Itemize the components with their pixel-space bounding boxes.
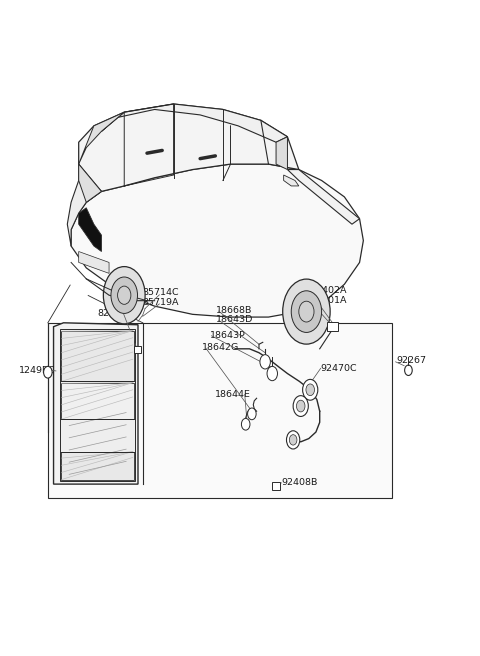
Text: 92470C: 92470C xyxy=(321,364,357,373)
Polygon shape xyxy=(284,175,299,186)
Polygon shape xyxy=(67,164,101,246)
Circle shape xyxy=(293,396,308,417)
Polygon shape xyxy=(288,169,360,224)
Circle shape xyxy=(44,367,52,378)
Text: 85719A: 85719A xyxy=(143,298,179,307)
Circle shape xyxy=(302,379,318,400)
Polygon shape xyxy=(54,323,138,484)
Circle shape xyxy=(289,435,297,445)
Polygon shape xyxy=(79,251,109,274)
Text: 18643P: 18643P xyxy=(210,331,245,340)
FancyBboxPatch shape xyxy=(327,322,338,331)
Circle shape xyxy=(248,408,256,420)
Text: 18668B: 18668B xyxy=(216,306,252,315)
FancyBboxPatch shape xyxy=(272,482,280,489)
Polygon shape xyxy=(60,382,134,419)
Text: 18644E: 18644E xyxy=(216,390,251,399)
Polygon shape xyxy=(79,208,101,251)
Text: 18642G: 18642G xyxy=(202,343,240,352)
Text: 18643D: 18643D xyxy=(216,315,253,324)
Circle shape xyxy=(297,400,305,412)
Text: 92401A: 92401A xyxy=(310,296,347,305)
FancyBboxPatch shape xyxy=(134,346,141,353)
Circle shape xyxy=(287,431,300,449)
Circle shape xyxy=(405,365,412,375)
Polygon shape xyxy=(276,136,288,169)
Circle shape xyxy=(103,266,145,324)
Circle shape xyxy=(111,277,137,314)
Polygon shape xyxy=(60,451,134,480)
Polygon shape xyxy=(79,164,101,202)
Circle shape xyxy=(306,384,314,396)
Polygon shape xyxy=(79,104,299,192)
Circle shape xyxy=(283,279,330,344)
Circle shape xyxy=(260,355,270,369)
Polygon shape xyxy=(60,329,135,481)
Text: 85714C: 85714C xyxy=(143,289,180,297)
Text: 82423A: 82423A xyxy=(97,309,134,318)
Polygon shape xyxy=(48,323,392,499)
Circle shape xyxy=(291,291,322,333)
Text: 1249EC: 1249EC xyxy=(18,366,55,375)
Polygon shape xyxy=(71,164,363,317)
Circle shape xyxy=(118,286,131,304)
Circle shape xyxy=(299,301,314,322)
Polygon shape xyxy=(60,331,134,381)
Text: 92402A: 92402A xyxy=(310,287,347,295)
Text: 92408B: 92408B xyxy=(281,478,318,487)
Text: 92267: 92267 xyxy=(396,356,427,365)
Circle shape xyxy=(267,367,277,380)
Polygon shape xyxy=(101,104,288,142)
Polygon shape xyxy=(79,112,124,164)
Circle shape xyxy=(241,419,250,430)
